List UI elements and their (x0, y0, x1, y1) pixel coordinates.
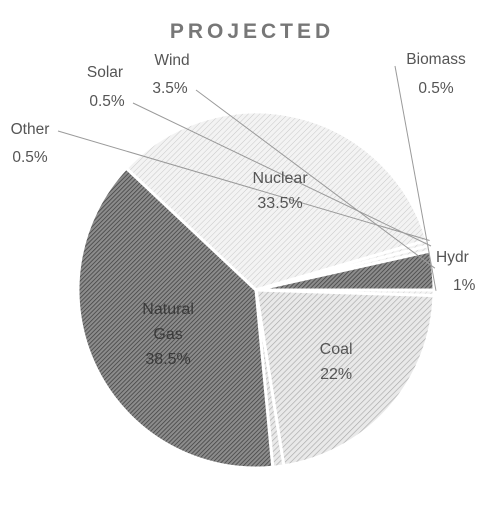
slice-value: 22% (320, 366, 352, 383)
leader-lines (57, 65, 437, 291)
pie-slice-natural-gas (76, 166, 275, 470)
slice-label-solar: Solar (87, 64, 123, 81)
slice-label-coal: Coal 22% (320, 341, 353, 383)
slice-value: 33.5% (257, 195, 302, 212)
slice-label-nuclear: Nuclear 33.5% (253, 170, 309, 212)
leader-line-other (57, 130, 430, 241)
slice-value-other: 0.5% (12, 149, 48, 166)
slice-value-hydro: 1% (453, 277, 476, 294)
slice-value-solar: 0.5% (89, 93, 125, 110)
slice-label-biomass: Biomass (406, 51, 466, 68)
slice-label-other: Other (11, 121, 50, 138)
pie-slice-nuclear (124, 110, 429, 292)
slice-label-natural-gas: Natural Gas 38.5% (142, 301, 194, 368)
slice-value-biomass: 0.5% (418, 80, 454, 97)
leader-line-wind (195, 89, 436, 269)
leader-line-solar (132, 102, 432, 247)
pie-slices (76, 110, 436, 470)
slice-value: 38.5% (145, 351, 190, 368)
slice-label-wind: Wind (154, 52, 189, 69)
pie-slice-coal (254, 288, 436, 468)
slice-label-hydro: Hydr (436, 249, 469, 266)
slice-name: Nuclear (253, 170, 309, 187)
chart-title: PROJECTED (170, 20, 334, 43)
pie-slice-wind (254, 249, 436, 292)
leader-line-biomass (394, 65, 437, 291)
slice-name: Gas (153, 326, 182, 343)
slice-name: Coal (320, 341, 353, 358)
slice-name: Natural (142, 301, 194, 318)
slice-value-wind: 3.5% (152, 80, 188, 97)
